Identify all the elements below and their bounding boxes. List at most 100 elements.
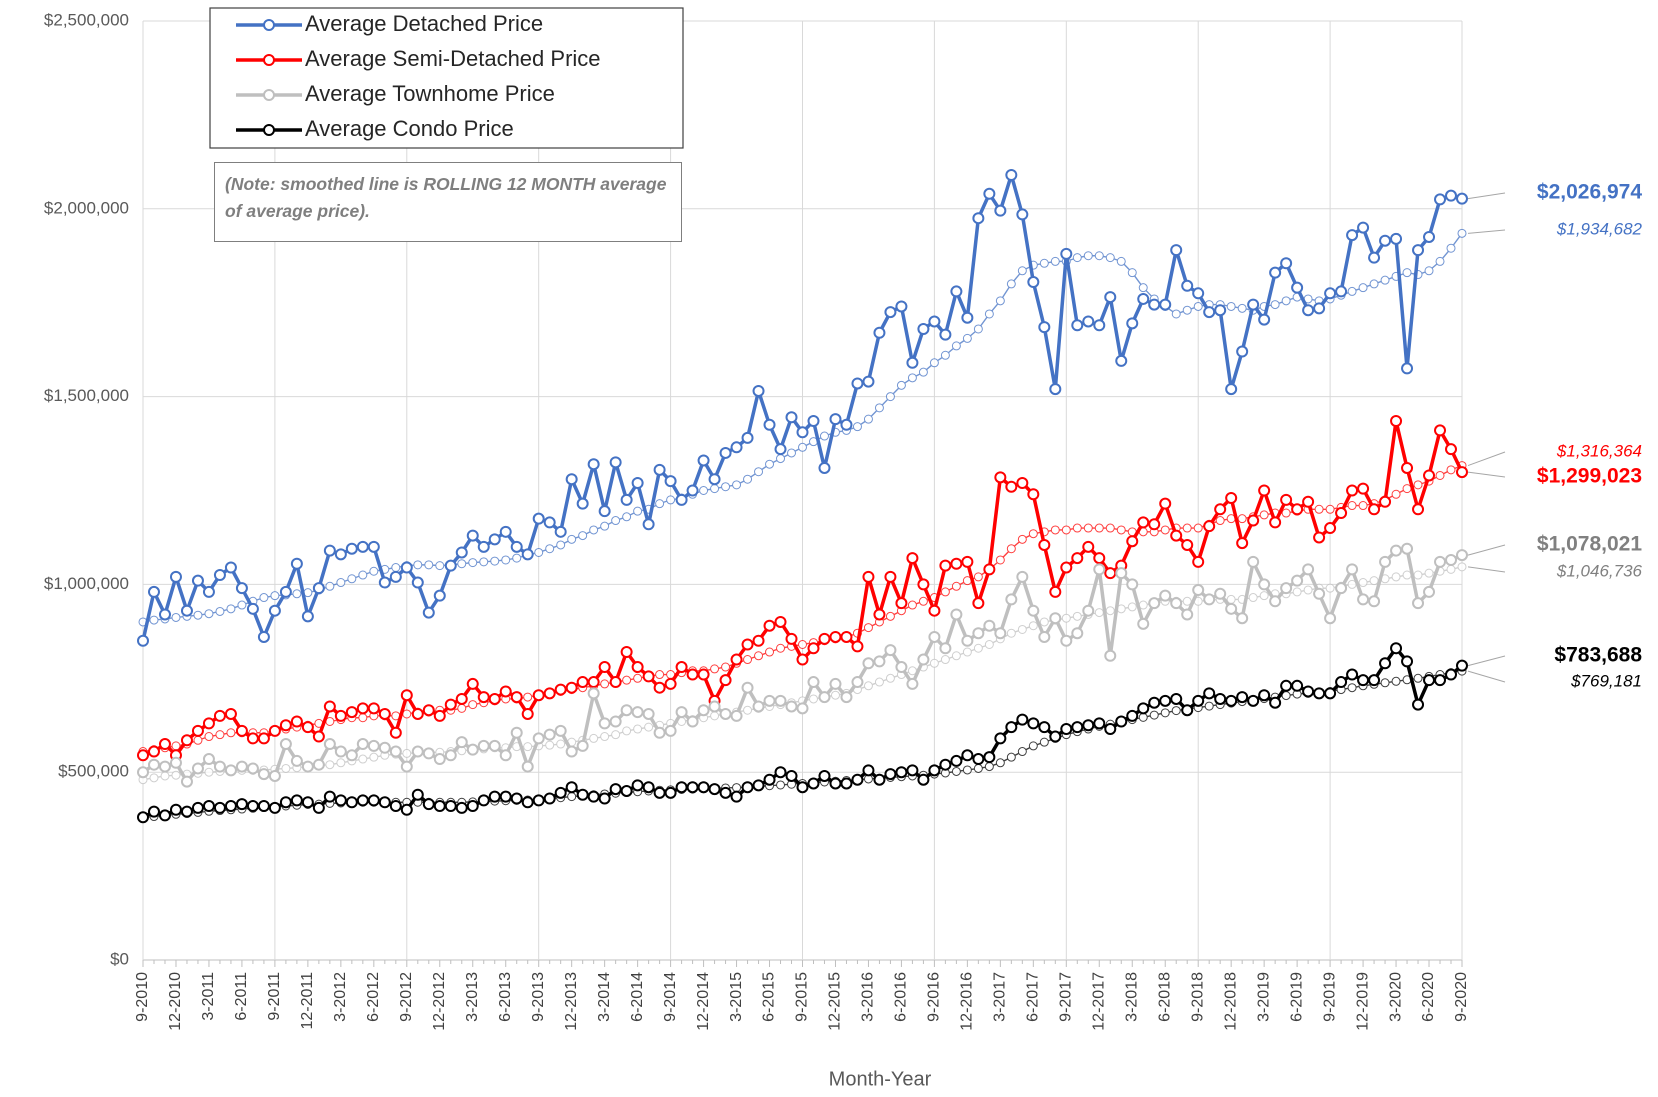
marker xyxy=(1038,721,1051,734)
smoothed-marker xyxy=(776,780,786,790)
marker xyxy=(818,691,831,704)
smoothed-marker xyxy=(633,506,643,516)
marker xyxy=(444,698,457,711)
smoothed-marker xyxy=(666,495,676,505)
x-tick-label: 3-2013 xyxy=(464,972,481,1022)
series xyxy=(137,168,1468,647)
x-tick-label: 6-2015 xyxy=(761,972,778,1022)
smoothed-marker xyxy=(171,612,181,622)
marker xyxy=(785,632,798,645)
smoothed-marker xyxy=(852,422,862,432)
smoothed-marker xyxy=(281,763,291,773)
smoothed-marker xyxy=(1446,465,1456,475)
marker xyxy=(587,676,600,689)
marker xyxy=(994,627,1007,640)
smoothed-marker xyxy=(808,694,818,704)
marker xyxy=(1115,567,1128,580)
marker xyxy=(279,585,292,598)
marker xyxy=(1390,544,1403,557)
x-tick-label: 3-2020 xyxy=(1387,972,1404,1022)
marker xyxy=(1302,685,1315,698)
marker xyxy=(928,604,941,617)
marker xyxy=(235,582,248,595)
marker xyxy=(356,794,369,807)
marker xyxy=(301,796,314,809)
marker xyxy=(1082,540,1095,553)
marker xyxy=(312,801,325,814)
marker xyxy=(1445,189,1458,202)
y-tick-label: $1,000,000 xyxy=(44,574,129,593)
marker xyxy=(840,691,853,704)
marker xyxy=(455,692,468,705)
marker xyxy=(818,632,831,645)
marker xyxy=(1148,298,1161,311)
marker xyxy=(620,493,633,506)
marker xyxy=(1203,306,1216,319)
smoothed-marker xyxy=(743,474,753,484)
marker xyxy=(1445,443,1458,456)
marker xyxy=(1302,563,1315,576)
marker xyxy=(719,707,732,720)
marker xyxy=(796,426,809,439)
smoothed-marker xyxy=(1413,570,1423,580)
smoothed-marker xyxy=(435,561,445,571)
marker xyxy=(268,604,281,617)
marker xyxy=(1104,649,1117,662)
leader-line xyxy=(1467,192,1506,200)
marker xyxy=(895,597,908,610)
smoothed-marker xyxy=(1369,279,1379,289)
marker xyxy=(1005,480,1018,493)
marker xyxy=(444,800,457,813)
marker xyxy=(466,743,479,756)
marker xyxy=(345,542,358,555)
marker xyxy=(642,518,655,531)
marker xyxy=(1236,691,1249,704)
marker xyxy=(1247,694,1260,707)
marker xyxy=(1203,687,1216,700)
marker xyxy=(1280,257,1293,270)
leader-line xyxy=(1467,670,1506,683)
smoothed-marker xyxy=(1347,286,1357,296)
marker xyxy=(147,585,160,598)
marker xyxy=(752,634,765,647)
smoothed-marker xyxy=(1435,256,1445,266)
smoothed-marker xyxy=(1314,504,1324,514)
marker xyxy=(345,706,358,719)
marker xyxy=(829,413,842,426)
smoothed-marker xyxy=(776,643,786,653)
end-label: $1,046,736 xyxy=(1556,561,1643,580)
marker xyxy=(1016,476,1029,489)
marker xyxy=(180,604,193,617)
marker xyxy=(499,790,512,803)
marker xyxy=(752,700,765,713)
legend-marker xyxy=(263,124,275,136)
marker xyxy=(1181,608,1194,621)
smoothed-marker xyxy=(951,766,961,776)
marker xyxy=(1346,563,1359,576)
marker xyxy=(906,356,919,369)
x-tick-label: 12-2012 xyxy=(431,972,448,1031)
marker xyxy=(422,606,435,619)
marker xyxy=(730,653,743,666)
marker xyxy=(1170,692,1183,705)
smoothed-marker xyxy=(611,730,621,740)
series xyxy=(137,415,1468,762)
marker xyxy=(741,781,754,794)
marker xyxy=(400,689,413,702)
smoothed-marker xyxy=(556,540,566,550)
x-tick-label: 12-2014 xyxy=(695,972,712,1031)
smoothed-marker xyxy=(1017,534,1027,544)
smoothed-marker xyxy=(545,740,555,750)
marker xyxy=(1148,696,1161,709)
leader-line xyxy=(1467,471,1506,478)
marker xyxy=(1071,319,1084,332)
marker xyxy=(433,800,446,813)
marker xyxy=(532,512,545,525)
marker xyxy=(675,493,688,506)
x-tick-label: 12-2011 xyxy=(299,972,316,1030)
smoothed-marker xyxy=(885,392,895,402)
smoothed-marker xyxy=(1072,611,1082,621)
smoothed-marker xyxy=(830,690,840,700)
marker xyxy=(1456,659,1468,672)
x-tick-label: 9-2015 xyxy=(794,972,811,1022)
